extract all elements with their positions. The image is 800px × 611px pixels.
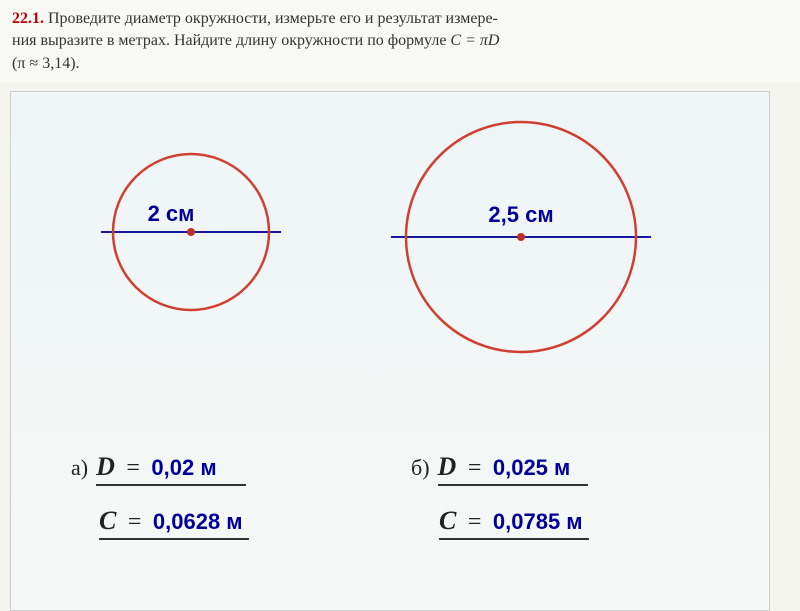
measurement-a: 2 см — [141, 202, 201, 226]
circle-b-svg — [391, 112, 651, 362]
pi-note: (π ≈ 3,14). — [12, 55, 80, 72]
equals-icon: = — [468, 455, 482, 481]
measurement-b: 2,5 см — [461, 202, 581, 228]
part-label-b: б) — [411, 455, 430, 481]
circle-a-container — [101, 142, 281, 322]
c-value-b: 0,0785 м — [493, 509, 583, 534]
equals-icon: = — [128, 509, 142, 535]
circle-a-svg — [101, 142, 281, 322]
d-label-b: D — [438, 452, 457, 481]
c-label-b: C — [439, 506, 456, 535]
equals-icon: = — [126, 455, 140, 481]
center-dot-b — [517, 233, 525, 241]
problem-text-1: Проведите диаметр окружности, измерьте е… — [48, 10, 498, 27]
d-value-a: 0,02 м — [151, 455, 216, 480]
equals-icon: = — [468, 509, 482, 535]
c-value-a: 0,0628 м — [153, 509, 243, 534]
problem-number: 22.1. — [12, 10, 44, 27]
part-label-a: а) — [71, 455, 88, 481]
answer-block-a: а) D = 0,02 м C = 0,0628 м — [71, 452, 249, 560]
center-dot-a — [187, 228, 195, 236]
circle-b-container — [391, 112, 651, 362]
content-area: 2 см 2,5 см а) D = 0,02 м C = 0,0628 м — [10, 91, 770, 611]
answer-a-c-row: C = 0,0628 м — [99, 506, 249, 540]
answer-a-d-row: а) D = 0,02 м — [71, 452, 249, 486]
problem-formula: C = πD — [450, 32, 499, 49]
problem-text-2: ния выразите в метрах. Найдите длину окр… — [12, 32, 446, 49]
answer-b-d-row: б) D = 0,025 м — [411, 452, 589, 486]
problem-header: 22.1. Проведите диаметр окружности, изме… — [0, 0, 800, 83]
d-value-b: 0,025 м — [493, 455, 570, 480]
d-label-a: D — [96, 452, 115, 481]
answer-b-c-row: C = 0,0785 м — [439, 506, 589, 540]
c-label-a: C — [99, 506, 116, 535]
answer-block-b: б) D = 0,025 м C = 0,0785 м — [411, 452, 589, 560]
